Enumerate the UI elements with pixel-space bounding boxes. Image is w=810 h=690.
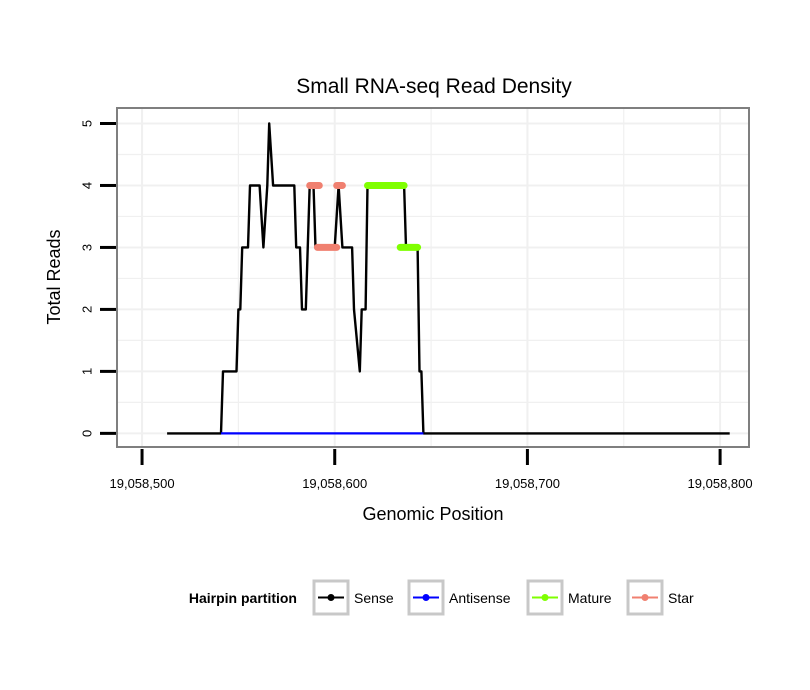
plot-border (116, 107, 750, 448)
x-axis-label: Genomic Position (362, 504, 503, 524)
chart-title: Small RNA-seq Read Density (296, 75, 572, 98)
plot-area (116, 107, 750, 448)
legend-key-dot (422, 594, 430, 601)
y-tick-label: 0 (79, 430, 94, 437)
legend-label: Mature (568, 590, 612, 606)
legend-item-mature: Mature (526, 579, 612, 616)
legend-label: Antisense (449, 590, 511, 606)
x-tick-label: 19,058,600 (302, 476, 367, 491)
legend-item-sense: Sense (312, 579, 394, 616)
x-axis: 19,058,500 19,058,600 19,058,700 19,058,800 (110, 449, 753, 491)
legend-label: Sense (354, 590, 394, 606)
y-tick-label: 3 (79, 244, 94, 251)
plot-background (117, 108, 749, 447)
legend-items: Sense Antisense Mature Star (312, 579, 694, 616)
legend-item-antisense: Antisense (407, 579, 511, 616)
legend-key-dot (541, 594, 549, 601)
y-tick-label: 2 (79, 306, 94, 313)
legend-item-star: Star (626, 579, 694, 616)
legend-label: Star (668, 590, 694, 606)
y-axis: 0 1 2 3 4 5 (79, 120, 116, 437)
legend-key-dot (327, 594, 335, 601)
y-tick-label: 5 (79, 120, 94, 127)
x-tick-label: 19,058,800 (688, 476, 753, 491)
y-tick-label: 4 (79, 182, 94, 189)
y-axis-label: Total Reads (44, 229, 64, 324)
legend-title: Hairpin partition (189, 590, 297, 606)
legend: Hairpin partition Sense Antisense Mature St… (189, 579, 694, 616)
y-tick-label: 1 (79, 368, 94, 375)
series-layer (167, 122, 730, 435)
x-tick-label: 19,058,700 (495, 476, 560, 491)
legend-key-dot (641, 594, 649, 601)
x-tick-label: 19,058,500 (110, 476, 175, 491)
